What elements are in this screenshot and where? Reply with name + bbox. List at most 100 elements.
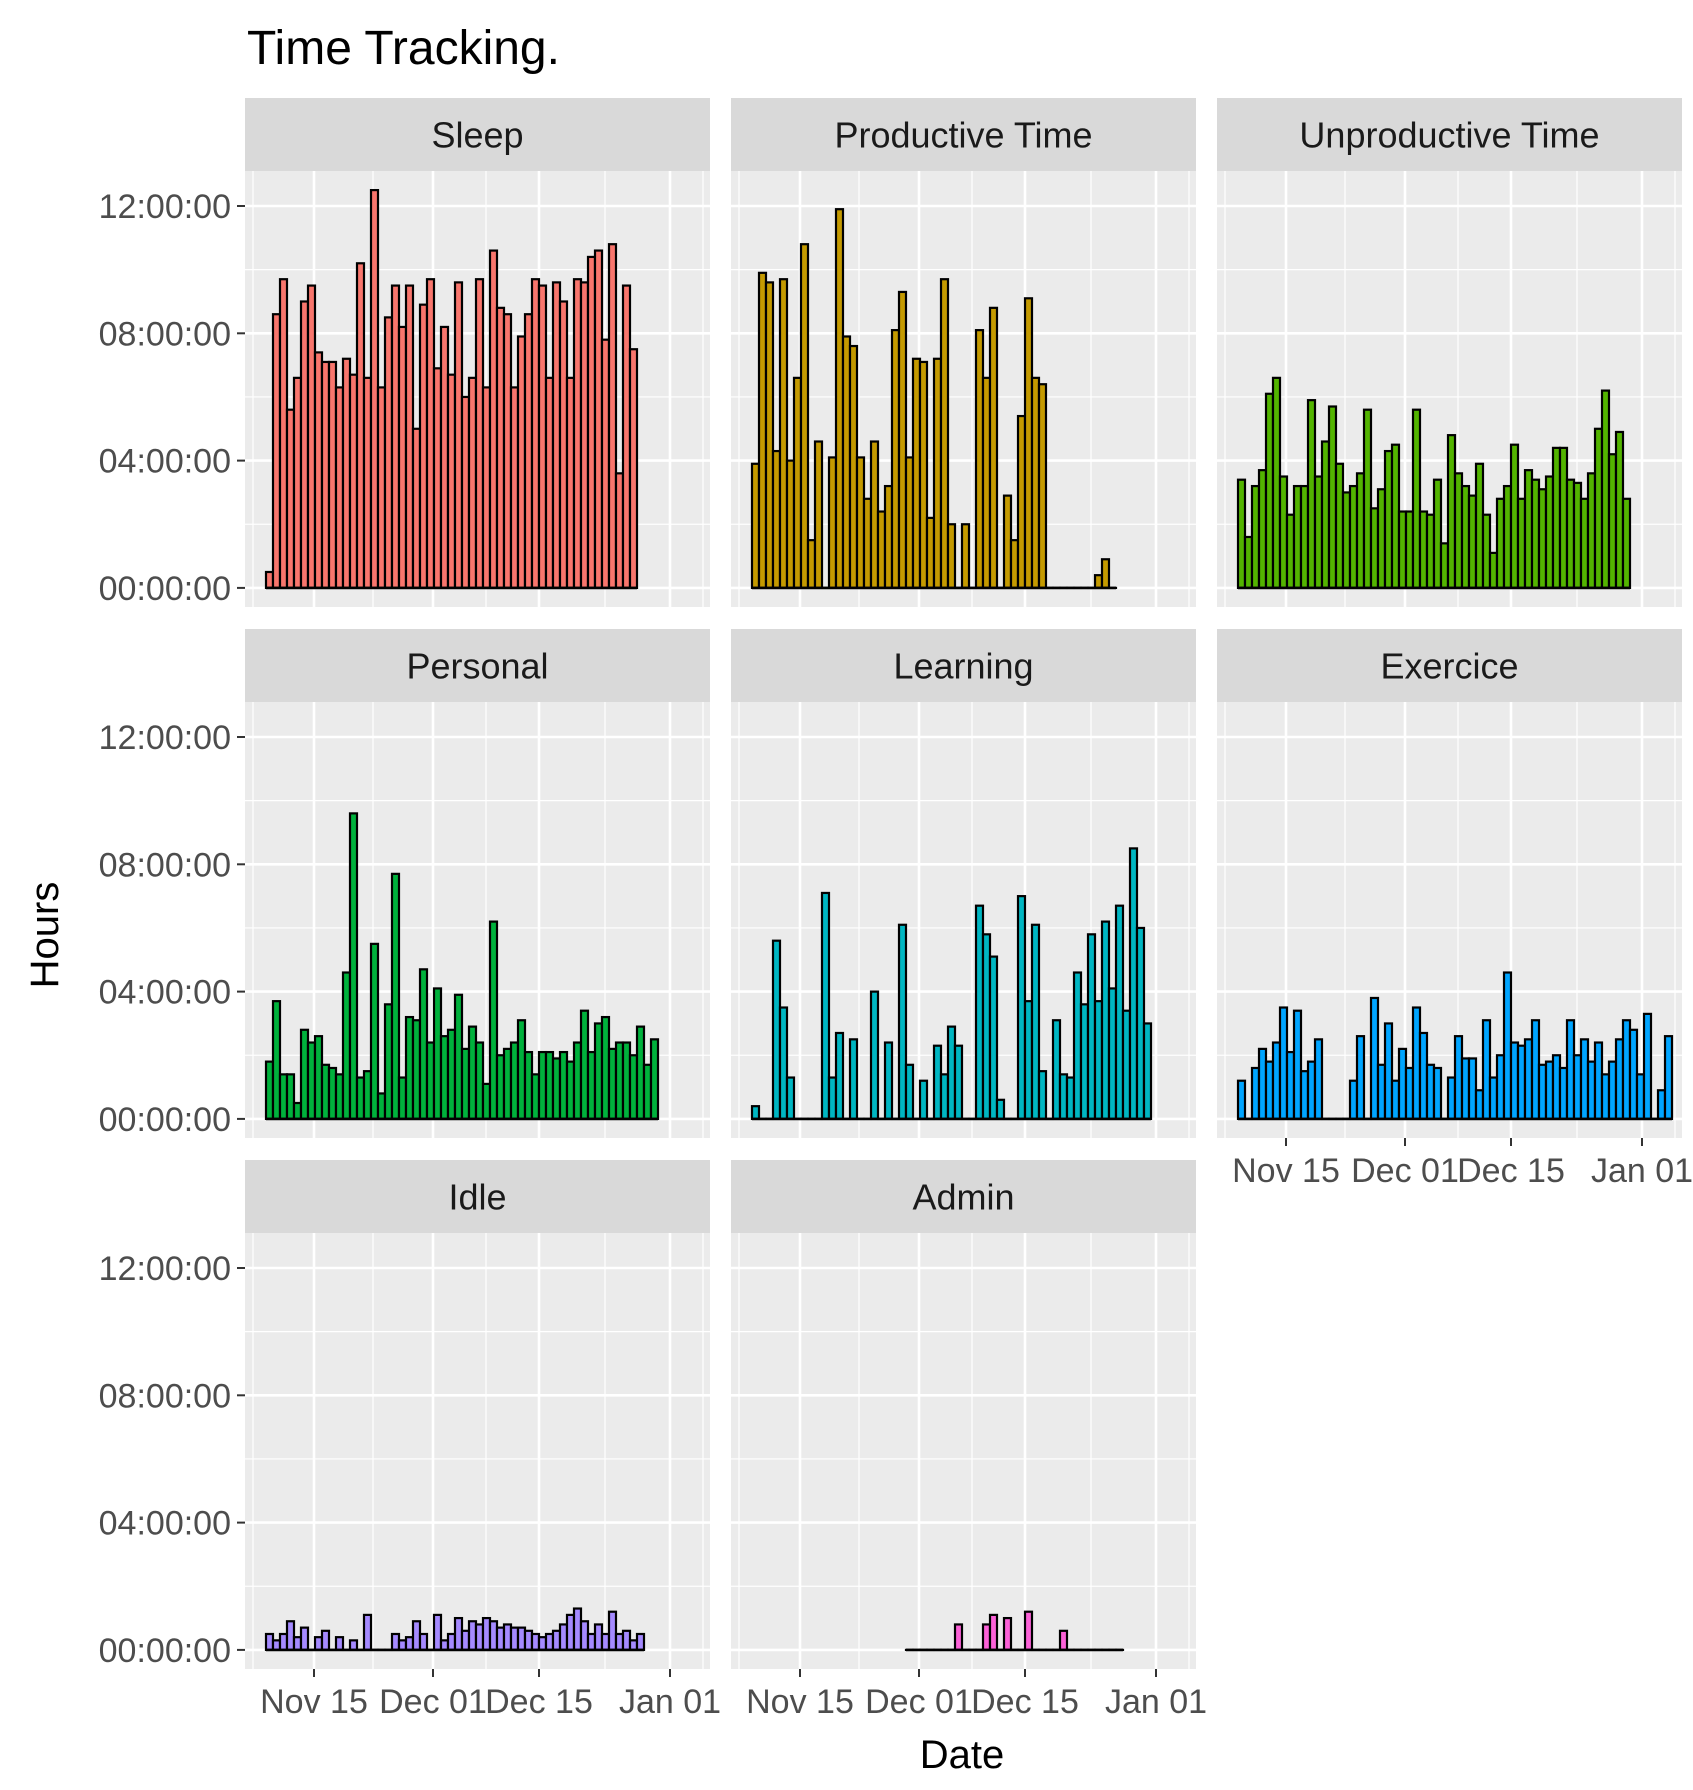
bar-idle — [299, 1626, 310, 1652]
facet-strip-idle — [245, 1160, 710, 1233]
y-tick-label: 08:00:00 — [99, 846, 231, 884]
y-tick-label: 04:00:00 — [99, 1505, 231, 1543]
y-tick-label: 04:00:00 — [99, 443, 231, 481]
bar-learning — [995, 1098, 1006, 1121]
x-tick-label: Dec 01 — [1351, 1152, 1459, 1190]
x-tick-label: Dec 15 — [485, 1683, 593, 1721]
y-tick-label: 12:00:00 — [99, 719, 231, 757]
y-axes: 00:00:00 04:00:00 08:00:00 12:00:00 00:00:00… — [99, 188, 245, 1670]
bar-learning — [848, 1038, 859, 1121]
facet-strip-sleep — [245, 98, 710, 171]
facet-strip-admin — [731, 1160, 1196, 1233]
facet-exercice: Exercice — [1217, 629, 1682, 1138]
bar-idle — [348, 1639, 359, 1652]
x-tick-label: Nov 15 — [260, 1683, 368, 1721]
y-axis-label: Hours — [23, 882, 67, 989]
bar-productive-time — [799, 243, 810, 590]
y-tick-label: 08:00:00 — [99, 315, 231, 353]
bars-admin — [904, 1610, 1125, 1652]
y-tick-label: 08:00:00 — [99, 1377, 231, 1415]
facet-personal: Personal — [245, 629, 710, 1138]
bars-productive-time — [750, 208, 1118, 590]
facet-title-idle: Idle — [448, 1177, 506, 1218]
bar-productive-time — [960, 523, 971, 590]
bar-learning — [918, 1079, 929, 1121]
facet-title-exercice: Exercice — [1380, 646, 1518, 687]
facet-title-productive-time: Productive Time — [834, 115, 1092, 156]
bar-admin — [1023, 1610, 1034, 1652]
bar-learning — [785, 1076, 796, 1121]
facet-strip-exercice — [1217, 629, 1682, 702]
bar-learning — [883, 1041, 894, 1121]
bar-learning — [988, 955, 999, 1121]
bars-unproductive-time — [1236, 376, 1632, 590]
y-tick-label: 12:00:00 — [99, 1250, 231, 1288]
x-tick-label: Dec 15 — [1457, 1152, 1565, 1190]
facet-learning: Learning — [731, 629, 1196, 1138]
facet-sleep: Sleep — [245, 98, 710, 607]
chart-title: Time Tracking. — [247, 22, 560, 75]
bar-personal — [649, 1038, 660, 1121]
x-tick-label: Nov 15 — [1232, 1152, 1340, 1190]
y-tick-label: 04:00:00 — [99, 974, 231, 1012]
bars-idle — [264, 1607, 646, 1652]
bar-admin — [1002, 1616, 1013, 1652]
bar-learning — [750, 1105, 761, 1121]
bar-unproductive-time — [1621, 497, 1632, 590]
bar-admin — [988, 1613, 999, 1652]
bar-exercice — [1663, 1035, 1674, 1121]
bar-learning — [904, 1063, 915, 1121]
bar-productive-time — [988, 306, 999, 590]
facet-title-admin: Admin — [912, 1177, 1014, 1218]
bars-personal — [264, 812, 660, 1121]
bar-idle — [635, 1632, 646, 1652]
x-tick-label: Dec 01 — [865, 1683, 973, 1721]
bar-learning — [1037, 1070, 1048, 1121]
bar-idle — [362, 1613, 373, 1652]
bar-idle — [320, 1629, 331, 1652]
bar-productive-time — [1037, 383, 1048, 590]
facet-title-personal: Personal — [406, 646, 548, 687]
bar-learning — [953, 1044, 964, 1121]
bar-learning — [869, 990, 880, 1121]
bars-sleep — [264, 188, 639, 590]
bars-exercice — [1236, 971, 1674, 1121]
facet-title-unproductive-time: Unproductive Time — [1299, 115, 1599, 156]
bar-learning — [834, 1031, 845, 1121]
bar-idle — [334, 1636, 345, 1652]
bar-exercice — [1355, 1035, 1366, 1121]
x-tick-label: Jan 01 — [619, 1683, 721, 1721]
x-tick-label: Dec 15 — [971, 1683, 1079, 1721]
facet-panels: Sleep Productive Time Unproductive Time Per… — [245, 98, 1682, 1669]
y-tick-label: 00:00:00 — [99, 570, 231, 608]
facet-unproductive-time: Unproductive Time — [1217, 98, 1682, 607]
x-tick-label: Dec 01 — [379, 1683, 487, 1721]
bar-sleep — [628, 348, 639, 590]
bars-learning — [750, 847, 1153, 1121]
facet-strip-productive-time — [731, 98, 1196, 171]
facet-productive-time: Productive Time — [731, 98, 1196, 607]
facet-admin: Admin — [731, 1160, 1196, 1669]
bar-exercice — [1313, 1038, 1324, 1121]
facet-strip-learning — [731, 629, 1196, 702]
bar-productive-time — [1100, 558, 1111, 590]
bar-exercice — [1432, 1066, 1443, 1121]
panel-background-idle — [245, 1233, 710, 1669]
bar-exercice — [1642, 1012, 1653, 1121]
bar-admin — [953, 1623, 964, 1652]
facet-idle: Idle — [245, 1160, 710, 1669]
facet-title-sleep: Sleep — [431, 115, 523, 156]
x-tick-label: Jan 01 — [1105, 1683, 1207, 1721]
x-axis-label: Date — [920, 1733, 1005, 1777]
bar-idle — [418, 1632, 429, 1652]
bar-productive-time — [813, 440, 824, 590]
x-tick-label: Jan 01 — [1591, 1152, 1693, 1190]
bar-admin — [1058, 1629, 1069, 1652]
bar-exercice — [1236, 1079, 1247, 1121]
bar-personal — [348, 812, 359, 1121]
bar-productive-time — [946, 523, 957, 590]
facet-title-learning: Learning — [893, 646, 1033, 687]
facet-strip-unproductive-time — [1217, 98, 1682, 171]
